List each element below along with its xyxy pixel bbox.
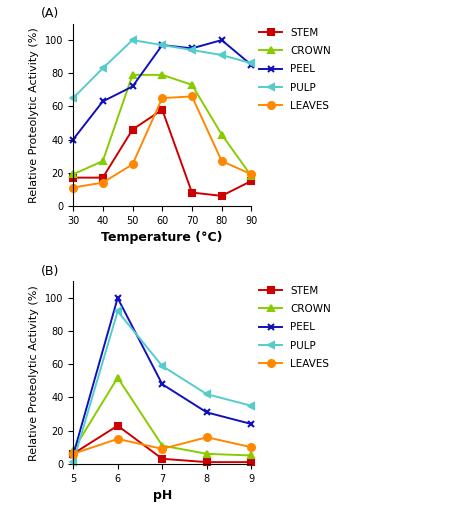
LEAVES xyxy=(189,93,195,99)
CROWN xyxy=(100,158,106,164)
X-axis label: Temperature (°C): Temperature (°C) xyxy=(101,231,223,244)
PEEL xyxy=(248,62,254,68)
CROWN xyxy=(189,82,195,88)
CROWN xyxy=(248,173,254,179)
PULP xyxy=(159,363,165,369)
STEM xyxy=(159,456,165,462)
LEAVES xyxy=(100,180,106,186)
Line: LEAVES: LEAVES xyxy=(70,93,255,191)
PULP xyxy=(70,95,76,101)
CROWN xyxy=(204,451,210,457)
STEM xyxy=(248,178,254,184)
PULP xyxy=(130,37,136,43)
STEM xyxy=(159,106,165,112)
Line: STEM: STEM xyxy=(70,422,255,466)
PULP xyxy=(115,308,120,315)
Line: LEAVES: LEAVES xyxy=(70,434,255,457)
CROWN xyxy=(219,131,225,137)
LEAVES xyxy=(159,446,165,452)
PEEL xyxy=(130,83,136,90)
PEEL xyxy=(204,409,210,415)
CROWN xyxy=(70,171,76,177)
Line: PULP: PULP xyxy=(70,308,255,466)
PULP xyxy=(100,65,106,71)
STEM xyxy=(70,175,76,181)
STEM xyxy=(248,459,254,465)
CROWN xyxy=(159,442,165,448)
PULP xyxy=(248,60,254,66)
PEEL xyxy=(70,453,76,459)
STEM xyxy=(204,459,210,465)
Line: PULP: PULP xyxy=(70,37,255,102)
PEEL xyxy=(189,45,195,51)
PULP xyxy=(70,459,76,465)
PEEL xyxy=(70,136,76,143)
STEM xyxy=(115,422,120,429)
Line: PEEL: PEEL xyxy=(70,295,255,459)
Line: STEM: STEM xyxy=(70,106,255,200)
PULP xyxy=(204,391,210,397)
PEEL xyxy=(248,421,254,427)
STEM xyxy=(70,451,76,457)
STEM xyxy=(189,189,195,195)
PULP xyxy=(219,52,225,58)
STEM xyxy=(130,127,136,133)
LEAVES xyxy=(70,451,76,457)
PEEL xyxy=(115,295,120,301)
Text: (A): (A) xyxy=(41,7,59,20)
CROWN xyxy=(115,375,120,381)
PULP xyxy=(159,42,165,48)
CROWN xyxy=(248,453,254,459)
PEEL xyxy=(159,42,165,48)
PULP xyxy=(248,403,254,409)
PEEL xyxy=(219,37,225,43)
Y-axis label: Relative Proteolytic Activity (%): Relative Proteolytic Activity (%) xyxy=(29,27,39,203)
Text: (B): (B) xyxy=(41,265,59,278)
CROWN xyxy=(70,447,76,454)
LEAVES xyxy=(70,185,76,191)
LEAVES xyxy=(115,436,120,442)
LEAVES xyxy=(248,444,254,450)
LEAVES xyxy=(204,434,210,440)
Line: PEEL: PEEL xyxy=(70,37,255,143)
PULP xyxy=(189,47,195,53)
LEAVES xyxy=(130,161,136,167)
Y-axis label: Relative Proteolytic Activity (%): Relative Proteolytic Activity (%) xyxy=(29,285,39,461)
CROWN xyxy=(130,72,136,78)
PEEL xyxy=(159,381,165,387)
Line: CROWN: CROWN xyxy=(70,71,255,180)
Legend: STEM, CROWN, PEEL, PULP, LEAVES: STEM, CROWN, PEEL, PULP, LEAVES xyxy=(255,23,335,115)
LEAVES xyxy=(219,158,225,164)
Legend: STEM, CROWN, PEEL, PULP, LEAVES: STEM, CROWN, PEEL, PULP, LEAVES xyxy=(255,281,335,373)
STEM xyxy=(219,193,225,199)
LEAVES xyxy=(248,171,254,177)
CROWN xyxy=(159,72,165,78)
LEAVES xyxy=(159,95,165,101)
Line: CROWN: CROWN xyxy=(70,374,255,459)
PEEL xyxy=(100,98,106,104)
X-axis label: pH: pH xyxy=(153,489,172,502)
STEM xyxy=(100,175,106,181)
